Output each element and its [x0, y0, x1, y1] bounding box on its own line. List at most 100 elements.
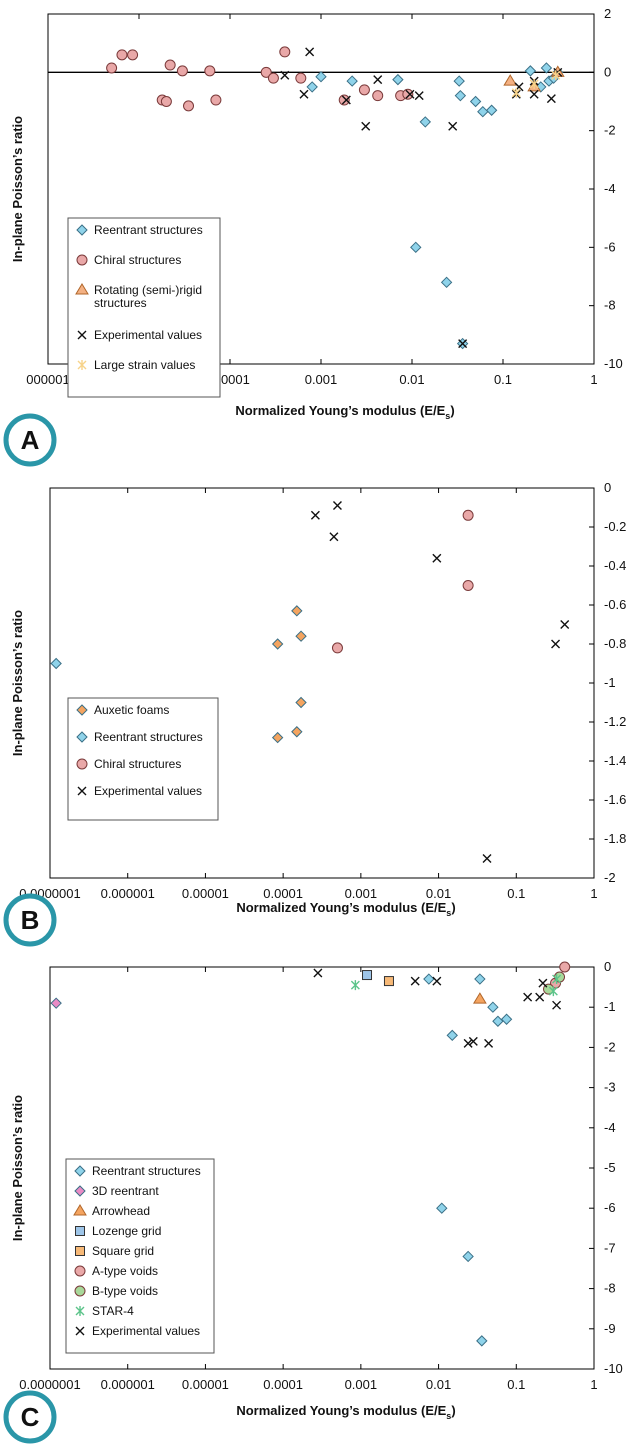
legend-entry-c: Reentrant structures — [92, 1164, 201, 1178]
point-a-diamond — [454, 89, 467, 102]
point-a-diamond — [485, 104, 498, 116]
y-tick-label-a: -2 — [604, 123, 616, 138]
legend-marker-a — [75, 283, 89, 295]
y-tick-label-c: -1 — [604, 999, 616, 1014]
chart-panel-b: 0.0000001 0.000001 0.00001 0.0001 0.001 0.01 0… — [0, 480, 631, 963]
y-tick-label-b: -1.4 — [604, 753, 626, 768]
point-a-diamond — [315, 71, 327, 83]
x-tick-label-b: 0.000001 — [101, 886, 155, 901]
legend-entry-a: Chiral structures — [94, 253, 181, 267]
point-b-diamond — [271, 638, 284, 650]
point-a-star — [511, 87, 521, 98]
point-a-star — [551, 70, 561, 81]
point-a-diamond — [392, 73, 404, 86]
y-tick-label-c: -3 — [604, 1080, 616, 1095]
panel-badge-a — [3, 413, 57, 467]
point-a-circle — [295, 72, 307, 84]
x-tick-label-b: 0.1 — [507, 886, 525, 901]
y-tick-label-c: -6 — [604, 1200, 616, 1215]
point-b-diamond — [50, 657, 62, 670]
point-a-circle — [176, 65, 188, 77]
legend-marker-c — [74, 1285, 86, 1297]
point-a-circle — [279, 46, 291, 58]
point-a-cross — [529, 89, 539, 99]
y-tick-label-b: -0.6 — [604, 597, 626, 612]
legend-box-b — [67, 697, 219, 821]
point-a-diamond — [410, 241, 422, 254]
x-tick-label-c: 0.001 — [345, 1377, 378, 1392]
point-b-cross — [551, 639, 561, 649]
point-a-cross — [280, 70, 290, 80]
legend-entry-c: B-type voids — [92, 1284, 158, 1298]
x-tick-label-b: 0.001 — [345, 886, 378, 901]
y-tick-label-a: -6 — [604, 239, 616, 254]
y-tick-label-b: -1.6 — [604, 792, 626, 807]
point-c-cross — [484, 1038, 494, 1048]
chart-panel-a: 0000010.000010.00010.0010.010.11-10-8-6-… — [0, 0, 631, 480]
legend-marker-c — [74, 1265, 86, 1277]
panel-badge-c — [3, 1390, 57, 1444]
point-b-diamond — [291, 605, 303, 617]
legend-marker-c — [74, 1165, 86, 1177]
point-c-diamond — [492, 1015, 504, 1027]
legend-entry-c: Arrowhead — [92, 1204, 150, 1218]
point-c-cross — [432, 976, 442, 986]
point-b-diamond — [271, 731, 284, 744]
point-c-diamond — [487, 1001, 499, 1013]
point-b-cross — [310, 510, 320, 520]
point-a-circle — [358, 84, 370, 96]
legend-entry-a: Reentrant structures — [94, 223, 203, 237]
point-b-circle — [462, 580, 474, 591]
legend-entry-a: Rotating (semi-)rigid structures — [94, 283, 202, 310]
legend-entry-a: Large strain values — [94, 358, 195, 372]
x-tick-label-b: 0.01 — [426, 886, 451, 901]
legend-marker-c — [75, 1306, 85, 1316]
point-c-diamond — [500, 1013, 513, 1025]
point-a-star — [529, 79, 539, 89]
point-b-cross — [432, 553, 442, 563]
point-a-circle — [127, 49, 139, 61]
point-a-cross — [305, 47, 315, 57]
y-tick-label-a: -4 — [604, 181, 616, 196]
legend-entry-b: Experimental values — [94, 784, 202, 798]
x-axis-title-c: Normalized Young’s modulus (E/Es) — [236, 1403, 455, 1421]
point-b-diamond — [295, 630, 307, 642]
point-a-cross — [414, 91, 424, 101]
point-a-circle — [338, 94, 350, 106]
y-tick-label-c: -10 — [604, 1361, 623, 1376]
x-tick-label-c: 0.000001 — [101, 1377, 155, 1392]
y-tick-label-b: -0.2 — [604, 519, 626, 534]
y-tick-label-c: -2 — [604, 1039, 616, 1054]
point-c-diamond — [50, 997, 62, 1009]
y-axis-title-c: In-plane Poisson’s ratio — [10, 1095, 25, 1241]
point-b-cross — [329, 532, 339, 542]
y-tick-label-b: -1.8 — [604, 831, 626, 846]
point-c-triangle — [472, 992, 487, 1004]
x-tick-label-b: 1 — [590, 886, 597, 901]
point-b-cross — [482, 854, 492, 863]
legend-entry-c: STAR-4 — [92, 1304, 134, 1318]
point-a-diamond — [419, 116, 432, 128]
legend-entry-c: Square grid — [92, 1244, 154, 1258]
legend-marker-c — [73, 1204, 87, 1216]
legend-marker-c — [75, 1326, 85, 1336]
panel-badge-b — [3, 893, 57, 947]
point-c-cross — [552, 1000, 562, 1010]
legend-entry-b: Chiral structures — [94, 757, 181, 771]
point-c-cross — [523, 992, 533, 1002]
point-c-diamond — [446, 1029, 458, 1042]
point-a-circle — [116, 49, 128, 61]
x-tick-label-a: 0.01 — [399, 372, 424, 387]
chart-c-svg: 0.0000001 0.000001 0.00001 0.0001 0.001 0.01 0… — [3, 959, 623, 1444]
point-a-circle — [164, 59, 176, 71]
point-c-cross — [538, 978, 548, 988]
point-b-cross — [332, 501, 342, 511]
point-b-cross — [560, 620, 570, 629]
legend-entry-c: Experimental values — [92, 1324, 200, 1338]
point-c-diamond — [436, 1202, 448, 1214]
x-tick-label-a: 0.1 — [494, 372, 512, 387]
panel-badge-label-c: C — [21, 1402, 40, 1432]
y-tick-label-a: 2 — [604, 6, 611, 21]
y-axis-title-a: In-plane Poisson’s ratio — [10, 116, 25, 262]
y-tick-label-a: -10 — [604, 356, 623, 371]
